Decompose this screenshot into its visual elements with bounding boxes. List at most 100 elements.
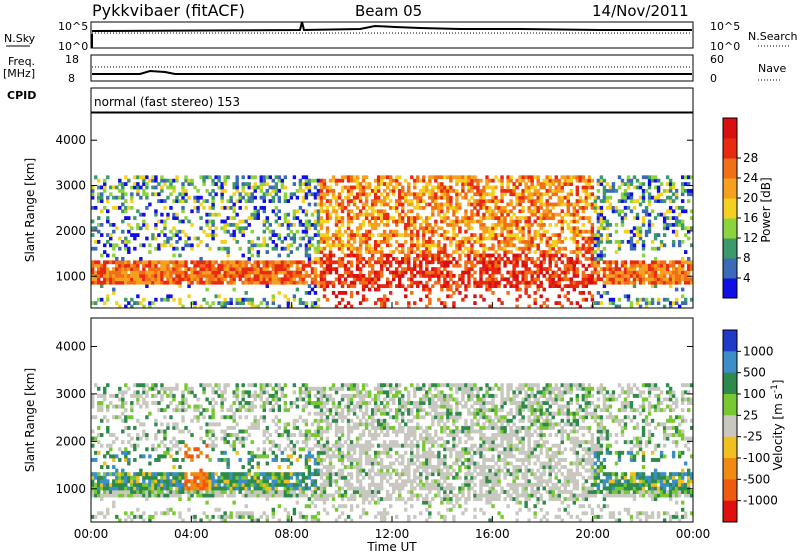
power-cell <box>452 229 456 234</box>
power-cell <box>506 236 510 241</box>
power-cell <box>590 250 595 254</box>
velocity-cell <box>259 397 263 402</box>
power-cell <box>557 277 561 282</box>
power-cell <box>407 233 411 237</box>
power-cell <box>190 209 194 214</box>
power-cell <box>518 287 522 292</box>
power-cell <box>364 260 369 265</box>
velocity-cell <box>280 482 285 487</box>
power-cell <box>277 175 282 180</box>
power-cell <box>584 236 589 241</box>
power-cell <box>256 280 260 285</box>
power-cell <box>385 233 390 237</box>
power-cell <box>677 280 682 285</box>
velocity-cell <box>274 482 279 487</box>
power-cell <box>467 253 471 258</box>
power-cell <box>674 273 679 278</box>
velocity-cell <box>262 383 266 388</box>
power-cell <box>641 260 646 265</box>
power-cell <box>229 280 233 285</box>
power-cell <box>190 301 194 305</box>
power-cell <box>247 297 251 302</box>
power-cell <box>184 199 188 203</box>
power-cell <box>419 250 423 254</box>
velocity-cell <box>241 493 245 498</box>
power-cell <box>316 229 321 234</box>
power-cell <box>449 199 453 203</box>
power-cell <box>229 195 233 200</box>
power-cell <box>271 239 276 244</box>
power-cell <box>590 277 595 282</box>
power-cell <box>292 277 297 282</box>
velocity-cell <box>223 450 227 455</box>
power-cell <box>361 212 366 217</box>
velocity-cell <box>193 415 197 420</box>
velocity-cell <box>145 486 149 491</box>
power-cell <box>364 185 369 190</box>
power-cell <box>334 202 339 207</box>
power-cell <box>208 205 212 210</box>
power-cell <box>677 270 682 275</box>
power-cell <box>349 270 354 275</box>
power-cell <box>449 202 453 207</box>
velocity-cell <box>211 447 215 452</box>
power-cell <box>382 222 387 227</box>
power-cell <box>395 175 399 180</box>
power-cell <box>554 188 558 193</box>
velocity-cell <box>190 418 194 423</box>
power-cell <box>464 229 468 234</box>
power-cell <box>319 260 324 265</box>
velocity-cell <box>163 386 167 391</box>
velocity-cell <box>247 390 251 395</box>
power-cell <box>680 175 685 180</box>
velocity-cell <box>226 433 230 438</box>
velocity-cell <box>298 433 303 438</box>
power-cell <box>602 178 607 183</box>
power-cell <box>361 280 366 285</box>
power-cell <box>491 290 495 295</box>
velocity-cell <box>235 422 239 427</box>
power-cell <box>193 301 197 305</box>
power-cell <box>515 284 519 288</box>
power-cell <box>364 216 369 220</box>
power-cell <box>671 263 676 268</box>
power-cell <box>470 185 474 190</box>
power-cell <box>545 192 549 197</box>
power-cell <box>632 243 637 248</box>
power-cell <box>557 273 561 278</box>
power-cell <box>139 175 143 180</box>
power-cell <box>551 212 555 217</box>
power-cell <box>665 188 670 193</box>
power-cell <box>106 260 110 265</box>
velocity-cell <box>256 518 260 523</box>
power-cell <box>247 222 251 227</box>
velocity-cell <box>130 404 134 409</box>
power-cell <box>325 192 330 197</box>
power-cell <box>316 297 321 302</box>
power-cell <box>286 233 291 237</box>
power-cell <box>395 229 399 234</box>
power-cell <box>560 175 564 180</box>
velocity-cell <box>286 475 291 480</box>
power-cell <box>635 226 640 231</box>
power-cell <box>506 188 510 193</box>
velocity-cell <box>235 514 239 519</box>
power-cell <box>638 236 643 241</box>
velocity-cell <box>175 475 179 480</box>
power-cell <box>355 290 360 295</box>
velocity-cell <box>247 383 251 388</box>
power-cell <box>328 263 333 268</box>
power-cell <box>193 270 197 275</box>
velocity-cell <box>262 479 266 484</box>
power-cell <box>578 178 583 183</box>
power-cell <box>611 273 616 278</box>
power-cell <box>497 253 501 258</box>
power-cell <box>497 222 501 227</box>
power-cell <box>370 277 375 282</box>
power-cell <box>641 209 646 214</box>
power-cell <box>401 246 405 251</box>
power-cell <box>437 182 441 186</box>
velocity-cell <box>223 479 227 484</box>
nsky-panel: N.Sky 10^5 10^0 10^5 10^0 N.Search <box>4 20 798 53</box>
velocity-cell <box>136 486 140 491</box>
